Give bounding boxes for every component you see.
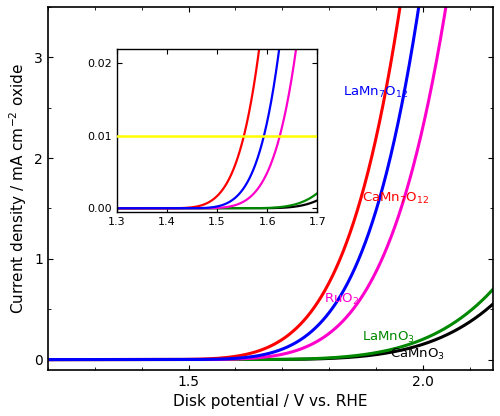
Text: CaMnO$_3$: CaMnO$_3$ — [390, 347, 445, 362]
Text: LaMn$_7$O$_{12}$: LaMn$_7$O$_{12}$ — [343, 85, 408, 100]
Text: CaMn$_7$O$_{12}$: CaMn$_7$O$_{12}$ — [362, 191, 429, 206]
Text: RuO$_2$: RuO$_2$ — [324, 292, 360, 307]
Text: LaMnO$_3$: LaMnO$_3$ — [362, 330, 415, 345]
Y-axis label: Current density / mA cm$^{-2}$ oxide: Current density / mA cm$^{-2}$ oxide — [7, 63, 28, 314]
X-axis label: Disk potential / V vs. RHE: Disk potential / V vs. RHE — [173, 394, 368, 409]
